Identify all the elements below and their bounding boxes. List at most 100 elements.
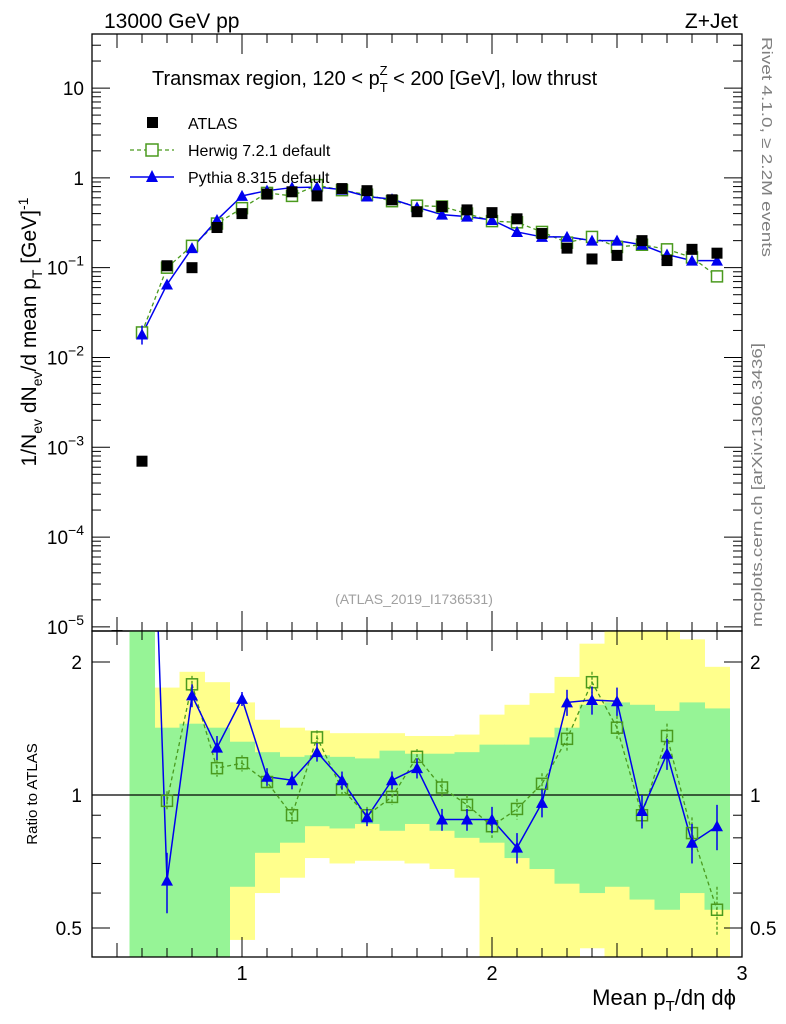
main-y-tick-mantissa: 10 bbox=[47, 348, 68, 369]
x-axis-label: Mean pT/dη dϕ bbox=[592, 985, 736, 1015]
ratio-pythia-point bbox=[611, 695, 623, 707]
ylabel-sub-a: ev bbox=[29, 419, 45, 434]
ylabel-sup-d: -1 bbox=[15, 197, 31, 210]
legend-marker-herwig bbox=[145, 143, 159, 157]
main-x-ticks bbox=[91, 34, 743, 631]
atlas-point bbox=[386, 194, 398, 206]
atlas-point bbox=[511, 213, 523, 225]
legend-label-atlas: ATLAS bbox=[188, 116, 238, 133]
ratio-pythia-point bbox=[686, 836, 698, 848]
atlas-point bbox=[686, 243, 698, 255]
legend-marker-pythia bbox=[146, 170, 158, 182]
ratio-stat-band bbox=[554, 727, 580, 884]
ylabel-part-a: 1/N bbox=[18, 434, 41, 467]
ratio-pythia-point bbox=[511, 841, 523, 853]
main-y-tick-exponent: −2 bbox=[68, 342, 84, 358]
ratio-pythia-point bbox=[136, 164, 148, 175]
main-y-tick-label: 1 bbox=[73, 169, 84, 190]
pythia-point bbox=[186, 242, 198, 254]
pythia-point bbox=[711, 254, 723, 266]
pythia-point bbox=[136, 328, 148, 340]
atlas-point bbox=[186, 262, 198, 274]
ratio-pythia-point bbox=[436, 813, 448, 825]
ylabel-part-c: /d mean p bbox=[18, 278, 41, 371]
ratio-pythia-point bbox=[661, 747, 673, 759]
ratio-pythia-point bbox=[486, 813, 498, 825]
ylabel-sub-b: ev bbox=[29, 371, 45, 386]
main-y-tick-mantissa: 10 bbox=[47, 528, 68, 549]
ratio-herwig-point bbox=[160, 794, 174, 808]
main-series-layer bbox=[111, 178, 724, 631]
header-energy-label: 13000 GeV pp bbox=[104, 10, 239, 33]
xlabel-part-b: /dη dϕ bbox=[675, 985, 736, 1010]
atlas-point bbox=[136, 455, 148, 467]
main-y-tick-exponent: −4 bbox=[68, 522, 84, 538]
ratio-pythia-point bbox=[311, 746, 323, 758]
ratio-y-tick-label-left: 2 bbox=[71, 653, 82, 674]
ratio-pythia-point bbox=[536, 796, 548, 808]
header-process-label: Z+Jet bbox=[685, 10, 738, 33]
ratio-stat-band bbox=[129, 631, 155, 957]
ratio-pythia-point bbox=[236, 692, 248, 704]
main-y-tick-label: 10−5 bbox=[47, 612, 84, 639]
ratio-pythia-point bbox=[211, 741, 223, 753]
ratio-herwig-point bbox=[210, 761, 224, 775]
ratio-herwig-point bbox=[610, 721, 624, 734]
pythia-point bbox=[586, 234, 598, 246]
main-y-tick-mantissa: 10 bbox=[47, 259, 68, 280]
xlabel-part-a: Mean p bbox=[592, 985, 665, 1010]
pythia-point bbox=[161, 278, 173, 290]
ratio-pythia-point bbox=[261, 770, 273, 782]
main-chart-title: Transmax region, 120 < pTZ < 200 [GeV], … bbox=[152, 63, 598, 95]
ratio-stat-band bbox=[304, 755, 330, 827]
main-y-tick-label: 10−2 bbox=[47, 342, 84, 369]
ratio-pythia-point bbox=[636, 805, 648, 817]
ratio-herwig-point bbox=[560, 732, 574, 746]
legend-label-pythia: Pythia 8.315 default bbox=[188, 170, 330, 187]
atlas-point bbox=[536, 228, 548, 240]
atlas-point bbox=[311, 190, 323, 202]
ratio-pythia-point bbox=[361, 811, 373, 823]
ratio-series-layer bbox=[136, 164, 724, 936]
atlas-point bbox=[286, 186, 298, 198]
ratio-pythia-point bbox=[586, 694, 598, 706]
ratio-pythia-point bbox=[461, 813, 473, 825]
atlas-point bbox=[561, 242, 573, 254]
ratio-stat-band bbox=[579, 704, 605, 894]
ratio-herwig-point bbox=[310, 731, 324, 744]
herwig-point bbox=[710, 270, 724, 283]
ratio-y-tick-label-right: 1 bbox=[750, 786, 761, 807]
ratio-herwig-point bbox=[510, 802, 524, 816]
title-text-pre: Transmax region, 120 < p bbox=[152, 68, 380, 90]
ratio-herwig-point bbox=[435, 781, 449, 794]
ratio-y-axis-label: Ratio to ATLAS bbox=[24, 743, 41, 844]
legend-marker-atlas bbox=[147, 117, 158, 128]
atlas-point bbox=[436, 200, 448, 212]
title-text-sub: T bbox=[380, 80, 388, 95]
atlas-point bbox=[336, 183, 348, 195]
ylabel-part-b: dN bbox=[18, 386, 41, 419]
legend: ATLAS Herwig 7.2.1 default Pythia 8.315 … bbox=[130, 116, 331, 187]
ratio-pythia-point bbox=[711, 820, 723, 832]
pythia-point bbox=[486, 213, 498, 225]
ratio-bands bbox=[129, 631, 730, 957]
ratio-pythia-point bbox=[161, 874, 173, 886]
ratio-pythia-point bbox=[411, 762, 423, 774]
atlas-point bbox=[611, 249, 623, 261]
pythia-point bbox=[561, 230, 573, 242]
pythia-point bbox=[311, 181, 323, 193]
ratio-stat-band bbox=[254, 752, 280, 853]
ratio-pythia-point bbox=[186, 689, 198, 701]
ylabel-part-d: [GeV] bbox=[18, 210, 41, 270]
atlas-point bbox=[661, 255, 673, 267]
ratio-stat-band bbox=[179, 723, 205, 957]
ratio-pythia-point bbox=[386, 774, 398, 786]
pythia-point bbox=[461, 210, 473, 222]
ratio-pythia-point bbox=[336, 774, 348, 786]
atlas-point bbox=[361, 185, 373, 197]
pythia-point bbox=[436, 208, 448, 220]
ratio-y-tick-label-left: 0.5 bbox=[56, 919, 82, 940]
main-y-tick-label: 10 bbox=[63, 79, 84, 100]
ratio-herwig-point bbox=[285, 808, 299, 822]
atlas-point bbox=[461, 204, 473, 216]
